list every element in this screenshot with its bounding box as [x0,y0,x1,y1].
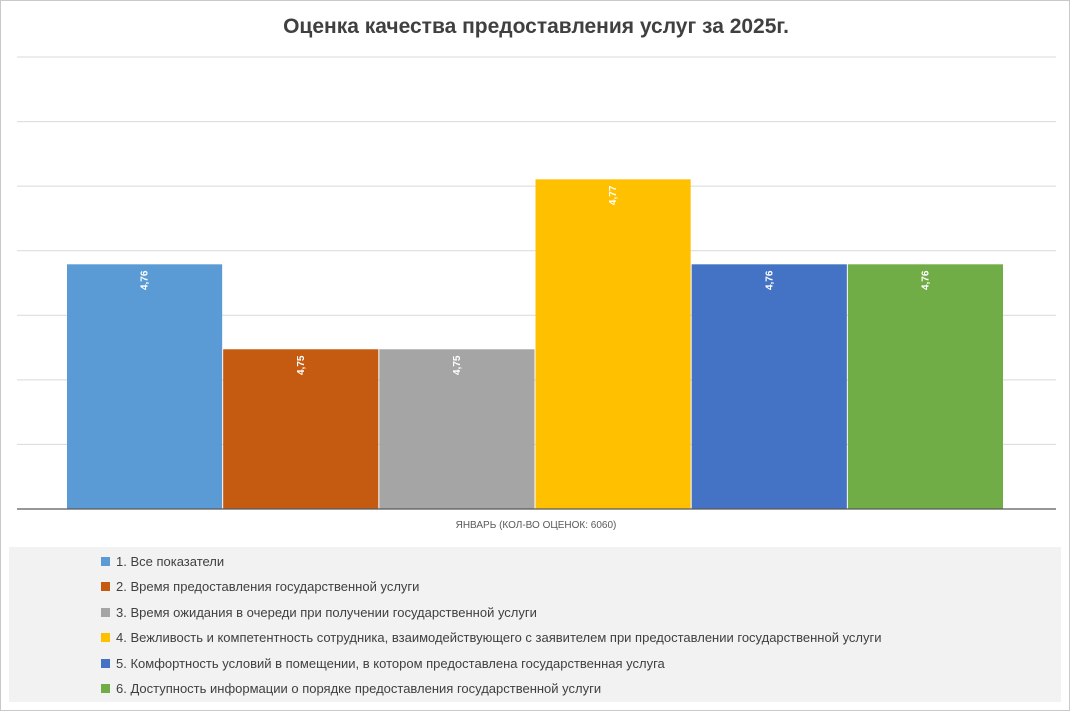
bar-series-5 [691,264,847,509]
legend-label: 4. Вежливость и компетентность сотрудник… [116,630,882,645]
legend-label: 2. Время предоставления государственной … [116,579,420,594]
legend-swatch [101,633,110,642]
category-label: ЯНВАРЬ (КОЛ-ВО ОЦЕНОК: 6060) [456,520,617,531]
plot-area: 4,76 4,75 4,75 4,77 4,76 4,76 ЯНВАРЬ (КОЛ-ВО … [17,56,1056,531]
legend: 1. Все показатели 2. Время предоставления… [9,547,1061,702]
legend-item-4: 4. Вежливость и компетентность сотрудник… [101,628,882,648]
legend-item-1: 1. Все показатели [101,551,224,571]
legend-label: 3. Время ожидания в очереди при получени… [116,604,537,620]
legend-swatch [101,556,110,566]
bar-series-3 [379,349,535,509]
chart-title: Оценка качества предоставления услуг за … [283,15,789,38]
data-label-series-5: 4,76 [764,270,775,290]
bar-series-1 [67,264,223,509]
legend-swatch [101,684,110,693]
legend-label: 1. Все показатели [116,553,225,569]
legend-swatch [101,607,110,617]
legend-item-3: 3. Время ожидания в очереди при получени… [101,602,537,622]
legend-label: 6. Доступность информации о порядке пред… [116,681,602,696]
data-label-series-4: 4,77 [608,185,619,205]
data-label-series-2: 4,75 [296,355,307,375]
bar-series-6 [847,264,1003,509]
legend-item-2: 2. Время предоставления государственной … [101,577,419,597]
legend-swatch [101,582,110,591]
data-label-series-1: 4,76 [140,270,151,290]
data-label-series-3: 4,75 [452,355,463,375]
data-label-series-6: 4,76 [921,270,932,290]
legend-item-6: 6. Доступность информации о порядке пред… [101,679,601,699]
bar-series-2 [223,349,379,509]
legend-swatch [101,658,110,668]
legend-item-5: 5. Комфортность условий в помещении, в к… [101,653,665,673]
legend-label: 5. Комфортность условий в помещении, в к… [116,655,665,671]
bar-series-4 [535,179,691,509]
